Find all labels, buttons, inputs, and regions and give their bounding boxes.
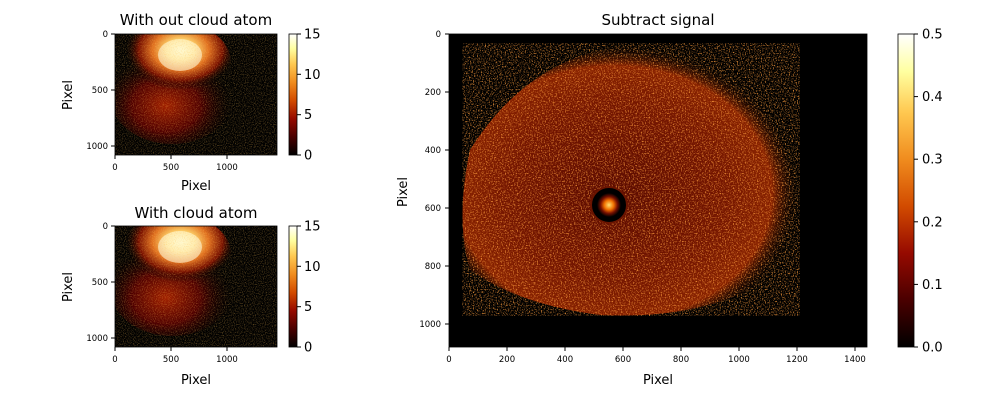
x-tick-label: 1000	[216, 163, 238, 173]
x-tick-label: 200	[499, 355, 515, 365]
x-axis: 0 500 1000 Pixel	[112, 155, 238, 194]
colorbar: 0.0 0.1 0.2 0.3 0.4 0.5	[897, 28, 943, 356]
colorbar-tick-label: 15	[304, 220, 321, 235]
x-tick-label: 1000	[216, 355, 238, 365]
y-tick-label: 0	[103, 222, 108, 232]
y-axis: 0 200 400 600 800 1000 Pixel	[396, 30, 449, 330]
y-tick-label: 400	[425, 146, 441, 156]
y-tick-label: 0	[436, 30, 441, 40]
y-tick-label: 1000	[86, 142, 108, 152]
colorbar: 0 5 10 15	[288, 220, 321, 356]
panel-without-cloud: With out cloud atom 0 500 1000 Pixel 0 5…	[61, 11, 321, 194]
y-axis: 0 500 1000 Pixel	[61, 222, 115, 344]
colorbar-tick-label: 0.3	[922, 153, 943, 168]
heatmap-image	[115, 226, 277, 347]
y-tick-label: 200	[425, 88, 441, 98]
y-tick-label: 500	[92, 86, 108, 96]
x-tick-label: 0	[446, 355, 451, 365]
y-tick-label: 600	[425, 204, 441, 214]
heatmap-image	[115, 34, 277, 155]
y-tick-label: 1000	[419, 320, 441, 330]
x-tick-label: 600	[615, 355, 631, 365]
colorbar-tick-label: 5	[304, 108, 312, 123]
x-tick-label: 1000	[728, 355, 750, 365]
x-axis: 0 500 1000 Pixel	[112, 347, 238, 388]
y-tick-label: 0	[103, 30, 108, 40]
x-axis-label: Pixel	[643, 373, 673, 388]
colorbar-tick-label: 5	[304, 300, 312, 315]
colorbar-tick-label: 0.1	[922, 278, 943, 293]
panel-title: With out cloud atom	[120, 11, 272, 29]
colorbar-tick-label: 0	[304, 149, 312, 164]
x-tick-label: 500	[163, 163, 179, 173]
colorbar-tick-label: 0.5	[922, 28, 943, 43]
x-tick-label: 0	[112, 163, 117, 173]
colorbar: 0 5 10 15	[288, 28, 321, 164]
panel-with-cloud: With cloud atom 0 500 1000 Pixel 0 500 1…	[61, 204, 321, 388]
heatmap-image	[449, 34, 867, 347]
y-tick-label: 500	[92, 278, 108, 288]
x-tick-label: 0	[112, 355, 117, 365]
colorbar-tick-label: 0.4	[922, 90, 943, 105]
x-axis-label: Pixel	[181, 179, 211, 194]
x-tick-label: 1200	[786, 355, 808, 365]
y-axis-label: Pixel	[61, 80, 76, 110]
panel-title: Subtract signal	[601, 11, 714, 29]
panel-subtract-signal: Subtract signal 0 200 400 600 800 1000 1…	[396, 11, 943, 388]
x-tick-label: 500	[163, 355, 179, 365]
y-tick-label: 800	[425, 262, 441, 272]
colorbar-tick-label: 0.2	[922, 215, 943, 230]
colorbar-tick-label: 0	[304, 341, 312, 356]
x-tick-label: 400	[557, 355, 573, 365]
x-axis-label: Pixel	[181, 373, 211, 388]
panel-title: With cloud atom	[134, 204, 257, 222]
y-axis: 0 500 1000 Pixel	[61, 30, 115, 152]
y-axis-label: Pixel	[396, 177, 411, 207]
colorbar-tick-label: 10	[304, 260, 321, 275]
x-tick-label: 800	[673, 355, 689, 365]
x-axis: 0 200 400 600 800 1000 1200 1400 Pixel	[446, 347, 866, 388]
colorbar-tick-label: 0.0	[922, 341, 943, 356]
colorbar-tick-label: 10	[304, 68, 321, 83]
x-tick-label: 1400	[844, 355, 866, 365]
y-tick-label: 1000	[86, 334, 108, 344]
colorbar-tick-label: 15	[304, 28, 321, 43]
y-axis-label: Pixel	[61, 272, 76, 302]
